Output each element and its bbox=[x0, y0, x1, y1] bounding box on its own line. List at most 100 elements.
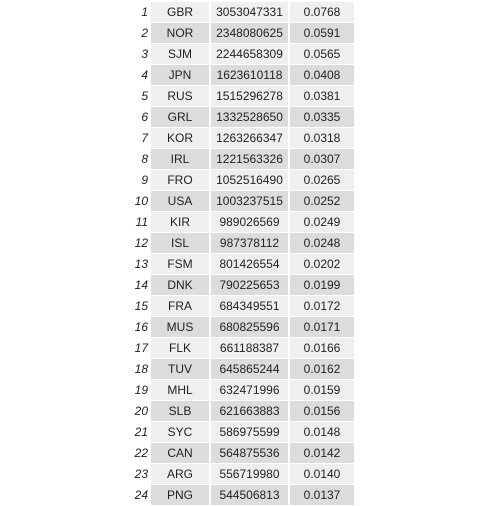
value-cell: 556719980 bbox=[209, 463, 289, 485]
value-cell: 632471996 bbox=[209, 379, 289, 401]
table-row: 15 FRA 684349551 0.0172 bbox=[124, 295, 354, 317]
table-row: 1 GBR 3053047331 0.0768 bbox=[124, 2, 354, 23]
country-code-cell: IRL bbox=[151, 148, 210, 170]
share-cell: 0.0248 bbox=[288, 232, 354, 254]
share-cell: 0.0591 bbox=[288, 22, 354, 44]
rank-cell: 20 bbox=[124, 400, 151, 422]
share-cell: 0.0172 bbox=[288, 295, 354, 317]
table-row: 13 FSM 801426554 0.0202 bbox=[124, 253, 354, 275]
table-row: 7 KOR 1263266347 0.0318 bbox=[124, 127, 354, 149]
rank-cell: 21 bbox=[124, 421, 151, 443]
table-row: 20 SLB 621663883 0.0156 bbox=[124, 400, 354, 422]
rank-cell: 14 bbox=[124, 274, 151, 296]
value-cell: 680825596 bbox=[209, 316, 289, 338]
rank-cell: 17 bbox=[124, 337, 151, 359]
rank-cell: 18 bbox=[124, 358, 151, 380]
value-cell: 790225653 bbox=[209, 274, 289, 296]
country-code-cell: MHL bbox=[151, 379, 210, 401]
country-code-cell: SYC bbox=[151, 421, 210, 443]
country-code-cell: FRO bbox=[151, 169, 210, 191]
share-cell: 0.0265 bbox=[288, 169, 354, 191]
share-cell: 0.0162 bbox=[288, 358, 354, 380]
rank-cell: 12 bbox=[124, 232, 151, 254]
share-cell: 0.0381 bbox=[288, 85, 354, 107]
share-cell: 0.0199 bbox=[288, 274, 354, 296]
country-code-cell: KIR bbox=[151, 211, 210, 233]
country-code-cell: KOR bbox=[151, 127, 210, 149]
table-row: 14 DNK 790225653 0.0199 bbox=[124, 274, 354, 296]
share-cell: 0.0202 bbox=[288, 253, 354, 275]
value-cell: 1052516490 bbox=[209, 169, 289, 191]
table-row: 4 JPN 1623610118 0.0408 bbox=[124, 64, 354, 86]
ranking-table-body: 1 GBR 3053047331 0.0768 2 NOR 2348080625 0.0591… bbox=[124, 2, 354, 506]
country-code-cell: JPN bbox=[151, 64, 210, 86]
share-cell: 0.0307 bbox=[288, 148, 354, 170]
share-cell: 0.0252 bbox=[288, 190, 354, 212]
country-code-cell: SLB bbox=[151, 400, 210, 422]
rank-cell: 19 bbox=[124, 379, 151, 401]
value-cell: 2244658309 bbox=[209, 43, 289, 65]
country-code-cell: ARG bbox=[151, 463, 210, 485]
rank-cell: 22 bbox=[124, 442, 151, 464]
table-row: 8 IRL 1221563326 0.0307 bbox=[124, 148, 354, 170]
table-row: 11 KIR 989026569 0.0249 bbox=[124, 211, 354, 233]
country-code-cell: SJM bbox=[151, 43, 210, 65]
country-code-cell: GBR bbox=[151, 2, 210, 23]
value-cell: 586975599 bbox=[209, 421, 289, 443]
rank-cell: 24 bbox=[124, 484, 151, 506]
value-cell: 645865244 bbox=[209, 358, 289, 380]
table-row: 17 FLK 661188387 0.0166 bbox=[124, 337, 354, 359]
country-code-cell: GRL bbox=[151, 106, 210, 128]
value-cell: 1221563326 bbox=[209, 148, 289, 170]
share-cell: 0.0148 bbox=[288, 421, 354, 443]
country-code-cell: USA bbox=[151, 190, 210, 212]
rank-cell: 11 bbox=[124, 211, 151, 233]
table-row: 10 USA 1003237515 0.0252 bbox=[124, 190, 354, 212]
value-cell: 1003237515 bbox=[209, 190, 289, 212]
share-cell: 0.0249 bbox=[288, 211, 354, 233]
value-cell: 1623610118 bbox=[209, 64, 289, 86]
share-cell: 0.0171 bbox=[288, 316, 354, 338]
share-cell: 0.0140 bbox=[288, 463, 354, 485]
table-row: 21 SYC 586975599 0.0148 bbox=[124, 421, 354, 443]
value-cell: 989026569 bbox=[209, 211, 289, 233]
share-cell: 0.0565 bbox=[288, 43, 354, 65]
value-cell: 987378112 bbox=[209, 232, 289, 254]
value-cell: 544506813 bbox=[209, 484, 289, 506]
table-row: 2 NOR 2348080625 0.0591 bbox=[124, 22, 354, 44]
table-row: 23 ARG 556719980 0.0140 bbox=[124, 463, 354, 485]
rank-cell: 4 bbox=[124, 64, 151, 86]
share-cell: 0.0768 bbox=[288, 2, 354, 23]
table-row: 22 CAN 564875536 0.0142 bbox=[124, 442, 354, 464]
value-cell: 1263266347 bbox=[209, 127, 289, 149]
value-cell: 2348080625 bbox=[209, 22, 289, 44]
table-row: 18 TUV 645865244 0.0162 bbox=[124, 358, 354, 380]
share-cell: 0.0156 bbox=[288, 400, 354, 422]
rank-cell: 13 bbox=[124, 253, 151, 275]
value-cell: 684349551 bbox=[209, 295, 289, 317]
value-cell: 801426554 bbox=[209, 253, 289, 275]
rank-cell: 5 bbox=[124, 85, 151, 107]
rank-cell: 15 bbox=[124, 295, 151, 317]
value-cell: 1515296278 bbox=[209, 85, 289, 107]
rank-cell: 16 bbox=[124, 316, 151, 338]
value-cell: 621663883 bbox=[209, 400, 289, 422]
share-cell: 0.0318 bbox=[288, 127, 354, 149]
rank-cell: 6 bbox=[124, 106, 151, 128]
country-code-cell: RUS bbox=[151, 85, 210, 107]
ranking-table: 1 GBR 3053047331 0.0768 2 NOR 2348080625 0.0591… bbox=[124, 2, 354, 506]
share-cell: 0.0137 bbox=[288, 484, 354, 506]
country-code-cell: CAN bbox=[151, 442, 210, 464]
country-code-cell: TUV bbox=[151, 358, 210, 380]
rank-cell: 10 bbox=[124, 190, 151, 212]
country-code-cell: MUS bbox=[151, 316, 210, 338]
table-row: 9 FRO 1052516490 0.0265 bbox=[124, 169, 354, 191]
country-code-cell: PNG bbox=[151, 484, 210, 506]
country-code-cell: NOR bbox=[151, 22, 210, 44]
rank-cell: 9 bbox=[124, 169, 151, 191]
share-cell: 0.0166 bbox=[288, 337, 354, 359]
table-row: 6 GRL 1332528650 0.0335 bbox=[124, 106, 354, 128]
rank-cell: 3 bbox=[124, 43, 151, 65]
value-cell: 3053047331 bbox=[209, 2, 289, 23]
table-row: 19 MHL 632471996 0.0159 bbox=[124, 379, 354, 401]
